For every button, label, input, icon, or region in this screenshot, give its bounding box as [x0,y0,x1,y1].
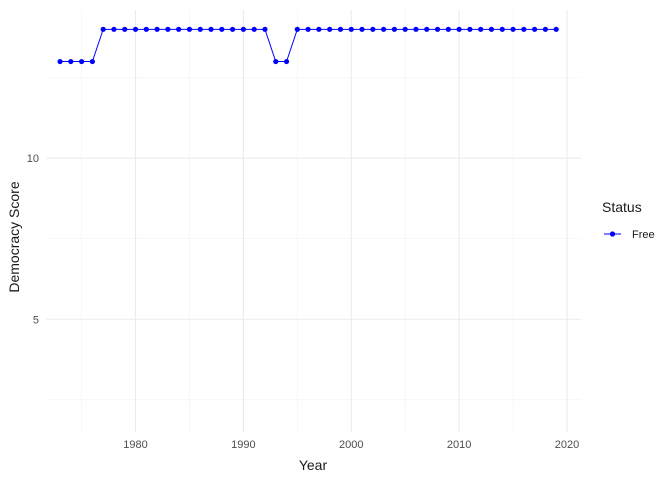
data-point [478,26,484,32]
data-point [445,26,451,32]
minor-gridlines-x [81,10,514,432]
y-tick-labels: 5 10 [27,153,39,326]
x-tick-labels: 1980 1990 2000 2010 2020 [123,439,579,451]
data-point [542,26,549,32]
data-point [391,26,397,32]
x-tick-label: 1980 [123,439,147,451]
series-line-free [60,28,557,63]
data-point [78,58,85,65]
data-point [434,26,441,32]
data-point [456,26,462,32]
data-point [262,26,268,32]
data-point [219,26,225,32]
legend-key-free [604,231,621,237]
data-point [89,58,95,65]
data-point [154,26,160,32]
data-point [467,26,473,32]
data-point [488,26,495,32]
x-tick-label: 2020 [555,439,579,451]
data-point [197,26,203,32]
data-point [251,26,257,32]
data-point [176,26,182,32]
data-point [273,58,279,65]
data-point [132,26,139,32]
data-point [370,26,376,32]
data-point [283,58,290,65]
x-tick-label: 2000 [339,439,363,451]
data-point [402,26,408,32]
data-point [68,58,74,65]
data-point [240,26,246,32]
legend: Status Free [602,199,655,241]
y-axis-title: Democracy Score [6,181,22,292]
data-point [424,26,430,32]
data-point [532,26,538,32]
data-point [499,26,505,32]
data-point [294,26,300,32]
data-point [208,26,214,32]
legend-label-free: Free [632,229,655,241]
data-point [413,26,419,32]
data-point [521,26,527,32]
x-tick-label: 1990 [231,439,255,451]
data-point [186,26,193,32]
data-point [122,26,128,32]
legend-point-swatch [609,231,616,237]
series-layer [57,26,559,65]
x-axis-title: Year [299,457,328,473]
data-point [381,26,387,32]
data-point [359,26,365,32]
data-point [337,26,344,32]
data-point [305,26,311,32]
data-point [327,26,333,32]
data-point [100,26,106,32]
data-point [553,26,559,32]
major-gridlines-x [134,10,568,432]
y-tick-label: 10 [27,153,39,165]
data-point [230,26,236,32]
legend-title: Status [602,199,642,215]
data-point [57,58,63,65]
major-gridlines-y [46,157,581,320]
data-point [111,26,117,32]
data-point [510,26,516,32]
data-point [348,26,354,32]
data-point [165,26,171,32]
data-point [143,26,149,32]
x-tick-label: 2010 [447,439,471,451]
data-point [316,26,322,32]
y-tick-label: 5 [33,314,39,326]
minor-gridlines-y [46,77,581,401]
